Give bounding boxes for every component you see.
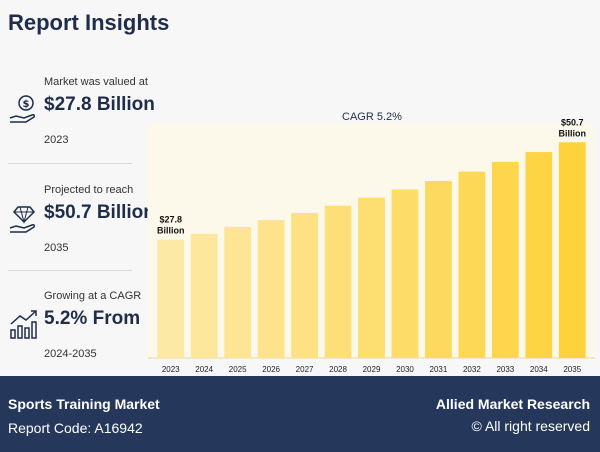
chart-bar xyxy=(491,161,519,358)
chart-bar xyxy=(358,197,385,358)
chart-bar xyxy=(525,152,553,358)
copyright: © All right reserved xyxy=(471,418,590,434)
money-hand-icon: $ xyxy=(9,95,35,123)
x-tick-label: 2025 xyxy=(229,365,247,374)
stat-year: 2023 xyxy=(44,134,69,146)
stat-value: 5.2% From xyxy=(44,308,141,329)
diamond-hand-icon xyxy=(9,206,36,233)
chart-bar xyxy=(391,189,419,358)
chart-bar xyxy=(157,239,185,358)
x-tick-label: 2032 xyxy=(463,365,481,374)
divider xyxy=(8,270,132,271)
stat-cagr: Growing at a CAGR 5.2% From 2024-2035 xyxy=(8,290,141,384)
stat-label: Projected to reach xyxy=(44,184,134,196)
x-tick-label: 2030 xyxy=(396,365,414,374)
page-title: Report Insights xyxy=(8,10,170,35)
chart-bar xyxy=(558,142,586,358)
chart-bar xyxy=(425,181,452,358)
stat-market-value: $ Market was valued at $27.8 Billion 202… xyxy=(8,76,155,170)
chart-bar xyxy=(458,171,486,358)
x-tick-label: 2031 xyxy=(430,365,448,374)
chart-bar xyxy=(190,233,218,358)
data-label: $50.7 xyxy=(561,117,584,127)
data-label: $27.8 xyxy=(159,215,182,225)
x-tick-label: 2035 xyxy=(563,365,581,374)
x-tick-label: 2028 xyxy=(329,365,347,374)
divider xyxy=(8,163,132,164)
market-name: Sports Training Market xyxy=(8,396,160,412)
report-code: Report Code: A16942 xyxy=(8,420,143,436)
stat-label: Market was valued at xyxy=(44,76,148,88)
x-tick-label: 2024 xyxy=(195,365,213,374)
x-tick-label: 2023 xyxy=(162,365,180,374)
x-tick-label: 2027 xyxy=(296,365,314,374)
stat-label: Growing at a CAGR xyxy=(44,290,142,302)
stat-value: $27.8 Billion xyxy=(44,94,155,115)
svg-text:$: $ xyxy=(23,99,30,110)
chart-bar xyxy=(291,212,318,358)
stat-year: 2024-2035 xyxy=(44,348,97,360)
x-tick-label: 2026 xyxy=(262,365,280,374)
chart-bar xyxy=(324,205,352,358)
data-label: Billion xyxy=(157,226,185,236)
brand-name: Allied Market Research xyxy=(435,396,590,412)
data-label: Billion xyxy=(559,128,587,138)
growth-chart-icon xyxy=(10,310,37,339)
bar-chart: 2023 2024 2025 2026 2027 2028 2029 2030 2031 2032… xyxy=(148,111,595,374)
stat-year: 2035 xyxy=(44,242,69,254)
x-tick-label: 2034 xyxy=(530,365,548,374)
stat-value: $50.7 Billion xyxy=(44,202,155,223)
chart-bar xyxy=(224,226,252,358)
footer: Sports Training Market Report Code: A169… xyxy=(0,376,600,452)
x-tick-label: 2029 xyxy=(363,365,381,374)
stat-projected-value: Projected to reach $50.7 Billion 2035 xyxy=(8,184,155,278)
chart-title: CAGR 5.2% xyxy=(342,111,402,123)
chart-bar xyxy=(257,220,285,358)
x-tick-label: 2033 xyxy=(496,365,514,374)
